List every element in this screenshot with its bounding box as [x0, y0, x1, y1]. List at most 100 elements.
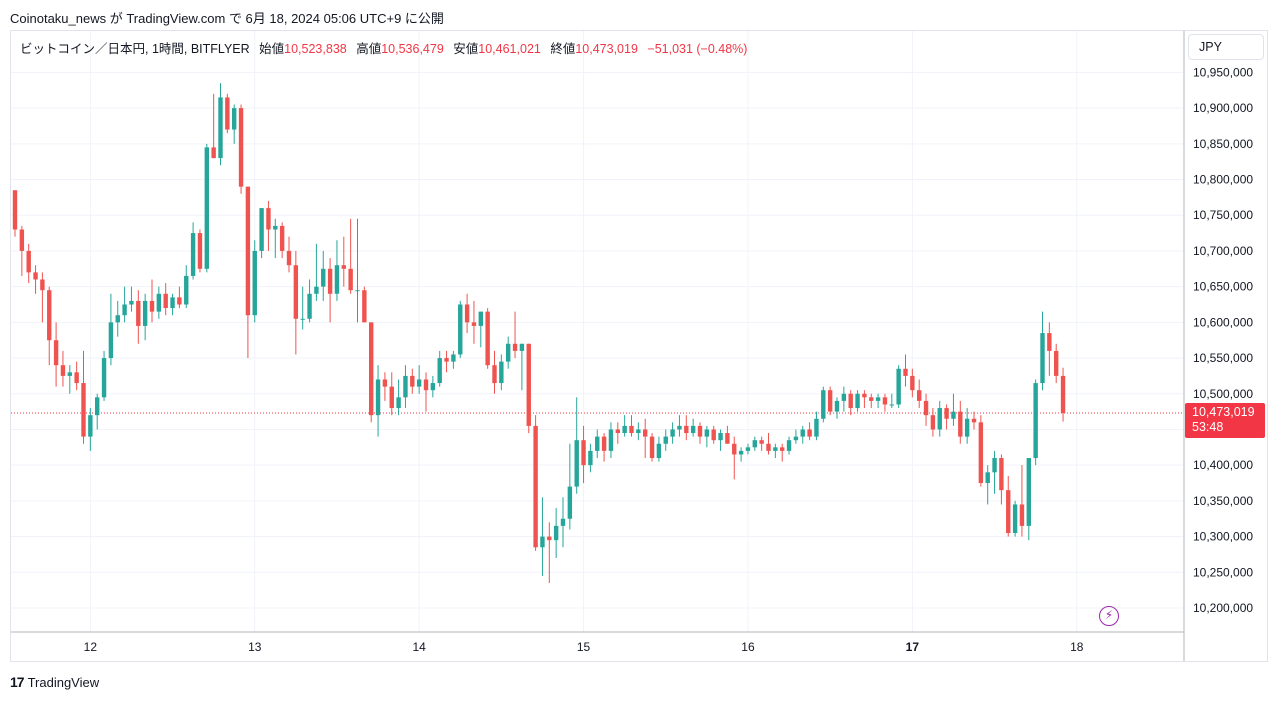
candle-down: [512, 343, 518, 351]
candle-up: [670, 429, 675, 437]
y-tick-label: 10,800,000: [1193, 173, 1253, 187]
y-tick-label: 10,500,000: [1193, 387, 1253, 401]
candle-up: [553, 525, 559, 541]
candle-down: [341, 265, 346, 269]
candle-up: [334, 265, 340, 294]
candle-up: [437, 358, 442, 384]
candle-down: [485, 311, 490, 366]
candle-up: [95, 397, 100, 416]
candle-up: [273, 225, 278, 230]
candle-down: [581, 440, 586, 466]
candle-down: [348, 268, 353, 291]
candle-up: [567, 486, 573, 519]
candle-up: [834, 400, 840, 412]
candle-up: [608, 429, 614, 451]
ohlc-legend: ビットコイン／日本円, 1時間, BITFLYER 始値10,523,838 高…: [20, 38, 747, 57]
candle-up: [506, 343, 511, 362]
candle-down: [238, 108, 244, 187]
x-tick-label: 18: [1070, 640, 1084, 654]
candle-down: [944, 408, 949, 419]
candle-down: [999, 458, 1004, 491]
change-value: −51,031 (−0.48%): [647, 42, 748, 56]
candle-up: [560, 518, 566, 526]
candle-up: [88, 415, 93, 437]
candle-down: [423, 379, 429, 391]
candle-down: [643, 429, 648, 437]
candle-down: [362, 290, 367, 323]
bar-countdown: 53:48: [1192, 420, 1224, 434]
candle-up: [793, 436, 799, 441]
candle-down: [971, 418, 977, 423]
candle-up: [718, 433, 723, 441]
tradingview-logo[interactable]: 17 TradingView: [10, 674, 99, 690]
candle-down: [903, 368, 908, 376]
candle-up: [115, 315, 120, 323]
candle-down: [978, 422, 984, 484]
candle-up: [814, 418, 819, 437]
candle-up: [67, 372, 72, 376]
candle-down: [19, 229, 25, 251]
low-label: 安値: [453, 42, 479, 56]
candle-up: [1033, 383, 1038, 459]
candle-up: [375, 379, 381, 416]
candle-down: [464, 304, 470, 323]
candle-down: [827, 390, 833, 412]
candle-up: [1026, 458, 1031, 526]
candle-up: [184, 275, 189, 305]
candle-up: [622, 425, 627, 434]
candle-up: [992, 458, 997, 473]
candle-up: [1040, 333, 1045, 384]
candle-down: [711, 429, 716, 441]
candle-down: [958, 411, 963, 437]
lightning-icon[interactable]: ⚡: [1099, 606, 1119, 626]
candle-down: [471, 322, 477, 326]
candle-up: [540, 536, 545, 548]
x-tick-label: 16: [741, 640, 755, 654]
x-tick-label: 17: [906, 640, 920, 654]
candle-down: [60, 365, 66, 376]
y-tick-label: 10,700,000: [1193, 244, 1253, 258]
candle-up: [875, 397, 881, 401]
candle-down: [807, 429, 812, 437]
candle-down: [74, 372, 79, 384]
symbol-label[interactable]: ビットコイン／日本円, 1時間, BITFLYER: [20, 42, 250, 56]
y-tick-label: 10,550,000: [1193, 351, 1253, 365]
y-tick-label: 10,400,000: [1193, 458, 1253, 472]
candle-down: [697, 425, 703, 437]
candle-down: [1060, 375, 1066, 414]
candle-down: [1006, 490, 1011, 534]
currency-button[interactable]: JPY: [1188, 34, 1264, 60]
candle-up: [855, 393, 860, 409]
candle-up: [142, 300, 148, 326]
y-tick-label: 10,900,000: [1193, 101, 1253, 115]
candle-down: [197, 233, 203, 269]
candle-up: [108, 322, 114, 359]
candle-up: [745, 447, 751, 451]
y-tick-label: 10,200,000: [1193, 601, 1253, 615]
y-tick-label: 10,250,000: [1193, 565, 1253, 579]
candle-up: [403, 375, 408, 398]
candle-up: [321, 268, 326, 287]
candle-down: [410, 375, 415, 387]
candle-up: [451, 354, 456, 362]
candle-down: [1054, 350, 1059, 376]
y-tick-label: 10,950,000: [1193, 65, 1253, 79]
candle-down: [211, 147, 216, 159]
candle-down: [759, 440, 764, 444]
high-value: 10,536,479: [381, 42, 444, 56]
y-tick-label: 10,600,000: [1193, 315, 1253, 329]
candle-down: [930, 415, 936, 430]
candle-down: [725, 433, 730, 444]
candle-down: [766, 443, 771, 451]
candle-up: [821, 390, 826, 419]
candle-up: [190, 233, 196, 276]
candle-up: [519, 343, 525, 351]
candle-up: [259, 208, 264, 251]
low-value: 10,461,021: [478, 42, 541, 56]
candle-up: [704, 429, 710, 437]
candle-down: [615, 429, 620, 434]
candle-up: [204, 147, 209, 269]
candle-down: [47, 290, 52, 341]
candle-down: [382, 379, 388, 387]
